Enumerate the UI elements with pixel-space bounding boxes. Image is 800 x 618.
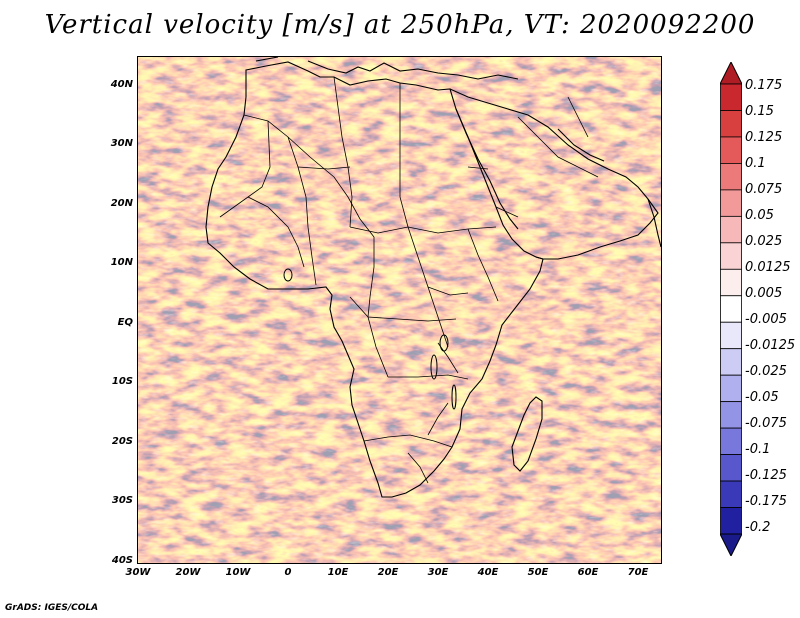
map-canvas — [138, 57, 661, 563]
colorbar-label: -0.1 — [745, 442, 771, 457]
lat-label: 10S — [111, 376, 133, 387]
colorbar-segment — [720, 321, 742, 350]
colorbar-segment — [720, 189, 742, 217]
colorbar-segment — [720, 215, 742, 244]
india-coastline — [647, 198, 661, 248]
africa-coastline — [205, 61, 544, 498]
colorbar-label: -0.05 — [745, 390, 779, 405]
lon-label: 30E — [427, 567, 449, 578]
colorbar-label: -0.2 — [745, 520, 771, 535]
lon-label: 70E — [627, 567, 649, 578]
colorbar-segment — [720, 295, 742, 323]
colorbar-label: 0.0125 — [745, 260, 791, 275]
lakes — [283, 268, 457, 410]
colorbar-label: 0.15 — [745, 104, 774, 119]
colorbar-label: -0.025 — [745, 364, 787, 379]
lon-label: 50E — [527, 567, 549, 578]
colorbar-segment — [720, 163, 742, 191]
arabia-coastline — [449, 88, 659, 260]
colorbar-bottom-arrow — [720, 533, 742, 556]
lat-label: 30S — [111, 495, 133, 506]
colorbar-label: 0.075 — [745, 182, 783, 197]
colorbar-label: 0.1 — [745, 156, 766, 171]
red-sea-coastline — [455, 108, 519, 230]
colorbar-label: 0.005 — [745, 286, 783, 301]
colorbar-segment — [720, 83, 742, 111]
lon-label: 10E — [327, 567, 349, 578]
colorbar-segment — [720, 427, 742, 455]
colorbar-label: -0.0125 — [745, 338, 796, 353]
lon-label: 20E — [377, 567, 399, 578]
colorbar-segment — [720, 454, 742, 482]
lon-label: 20W — [175, 567, 201, 578]
chart-title: Vertical velocity [m/s] at 250hPa, VT: 2… — [44, 10, 756, 40]
colorbar-label: -0.005 — [745, 312, 787, 327]
footer-credit: GrADS: IGES/COLA — [5, 603, 99, 613]
colorbar-segment — [720, 136, 742, 164]
lat-label: 40N — [110, 79, 133, 90]
colorbar-label: 0.125 — [745, 130, 783, 145]
colorbar-segment — [720, 480, 742, 508]
colorbar-segment — [720, 348, 742, 376]
lat-label: 20S — [111, 436, 133, 447]
lat-label: 30N — [110, 138, 133, 149]
lat-label: 20N — [110, 198, 133, 209]
country-borders — [219, 76, 599, 484]
lat-label: 40S — [111, 555, 133, 566]
lon-label: 40E — [477, 567, 499, 578]
colorbar-segment — [720, 507, 742, 535]
colorbar-segment — [720, 268, 742, 297]
lon-label: 30W — [125, 567, 151, 578]
colorbar-top-arrow — [720, 62, 742, 85]
persian-gulf — [557, 128, 605, 162]
lon-label: 10W — [225, 567, 251, 578]
colorbar — [720, 62, 742, 556]
colorbar-segment — [720, 374, 742, 403]
colorbar-label: 0.175 — [745, 78, 783, 93]
mediterranean-north-coastline — [255, 57, 519, 80]
lon-label: 60E — [577, 567, 599, 578]
colorbar-segment — [720, 242, 742, 270]
lat-label: EQ — [117, 317, 133, 328]
lat-label: 10N — [110, 257, 133, 268]
colorbar-label: -0.175 — [745, 494, 787, 509]
colorbar-segment — [720, 110, 742, 138]
lon-label: 0 — [284, 567, 292, 578]
colorbar-label: 0.025 — [745, 234, 783, 249]
velocity-streaks — [138, 57, 661, 563]
colorbar-segment — [720, 401, 742, 429]
madagascar-coastline — [511, 396, 543, 472]
colorbar-label: -0.075 — [745, 416, 787, 431]
map-panel — [137, 56, 662, 564]
colorbar-label: 0.05 — [745, 208, 774, 223]
coastlines — [205, 57, 661, 498]
colorbar-label: -0.125 — [745, 468, 787, 483]
